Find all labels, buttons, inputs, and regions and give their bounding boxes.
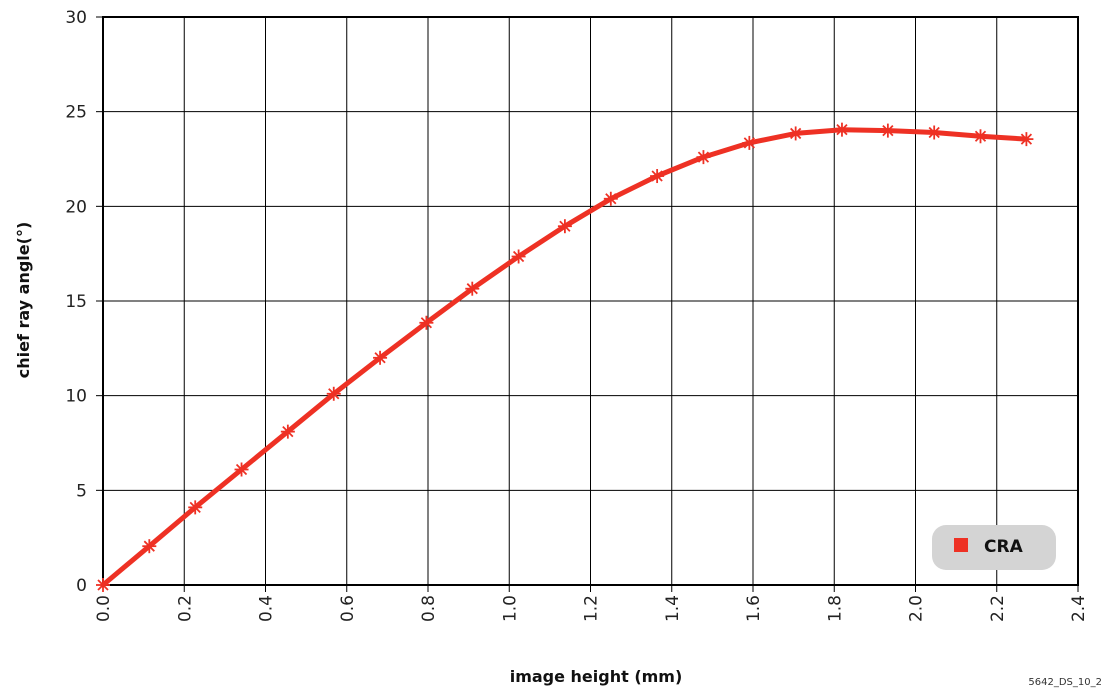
x-tick-label: 0.0 — [94, 595, 114, 622]
x-tick-labels: 0.0 0.2 0.4 0.6 0.8 1.0 1.2 1.4 1.6 1.8 2.0 2.2 2.4 — [94, 595, 1089, 622]
data-point-marker — [373, 350, 388, 365]
data-point-marker — [96, 578, 110, 592]
x-tick-label: 0.4 — [257, 595, 277, 622]
x-tick-label: 1.2 — [582, 595, 602, 622]
y-tick-label: 0 — [76, 576, 87, 596]
x-tick-label: 2.2 — [988, 595, 1008, 622]
x-tick-label: 0.2 — [175, 595, 195, 622]
data-point-marker — [1019, 132, 1034, 147]
legend: CRA — [932, 525, 1056, 570]
figure-id-footnote: 5642_DS_10_2 — [1028, 677, 1102, 688]
y-tick-label: 15 — [65, 292, 87, 312]
data-point-marker — [419, 315, 434, 330]
plot-frame — [102, 16, 1079, 586]
data-point-marker — [142, 539, 157, 554]
x-tick-label: 2.0 — [907, 595, 927, 622]
legend-label-cra: CRA — [984, 537, 1024, 557]
x-tick-label: 0.6 — [338, 595, 358, 622]
y-tick-labels: 0 5 10 15 20 25 30 — [65, 8, 87, 596]
y-axis-title: chief ray angle(°) — [14, 222, 33, 379]
data-point-marker — [927, 125, 942, 140]
series-cra — [96, 122, 1034, 592]
y-tick-label: 20 — [65, 197, 87, 217]
data-point-marker — [188, 500, 203, 515]
data-point-marker — [696, 150, 711, 165]
legend-swatch-cra — [954, 538, 968, 552]
data-point-marker — [788, 126, 803, 141]
x-tick-label: 1.6 — [744, 595, 764, 622]
data-point-marker — [973, 129, 988, 144]
data-point-marker — [234, 462, 249, 477]
series-line — [100, 127, 1029, 588]
y-tick-label: 25 — [65, 103, 87, 123]
x-axis-title: image height (mm) — [510, 667, 683, 686]
x-tick-label: 1.4 — [663, 595, 683, 622]
x-tick-label: 1.8 — [825, 595, 845, 622]
data-point-marker — [742, 135, 757, 150]
legend-box — [932, 525, 1056, 570]
data-point-marker — [834, 122, 849, 137]
data-point-marker — [650, 169, 665, 184]
grid-lines — [96, 16, 1079, 592]
x-tick-label: 0.8 — [419, 595, 439, 622]
data-point-marker — [557, 219, 572, 234]
y-tick-label: 30 — [65, 8, 87, 28]
y-tick-label: 10 — [65, 387, 87, 407]
x-tick-label: 2.4 — [1069, 595, 1089, 622]
data-point-marker — [511, 249, 526, 264]
data-point-marker — [880, 123, 895, 138]
data-point-marker — [280, 424, 295, 439]
data-point-marker — [326, 386, 341, 401]
data-point-marker — [603, 191, 618, 206]
x-tick-label: 1.0 — [500, 595, 520, 622]
data-point-marker — [465, 281, 480, 296]
y-tick-label: 5 — [76, 481, 87, 501]
